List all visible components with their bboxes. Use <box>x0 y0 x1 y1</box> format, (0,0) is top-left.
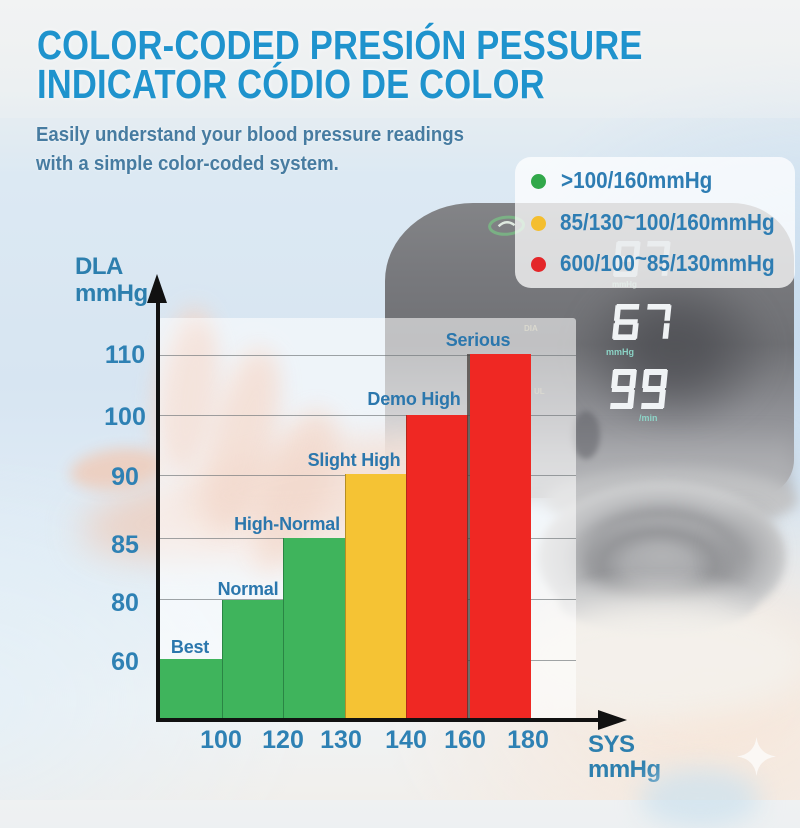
svg-text:mmHg: mmHg <box>606 347 634 357</box>
svg-text:mmHg: mmHg <box>612 280 637 289</box>
svg-text:/min: /min <box>639 413 658 423</box>
